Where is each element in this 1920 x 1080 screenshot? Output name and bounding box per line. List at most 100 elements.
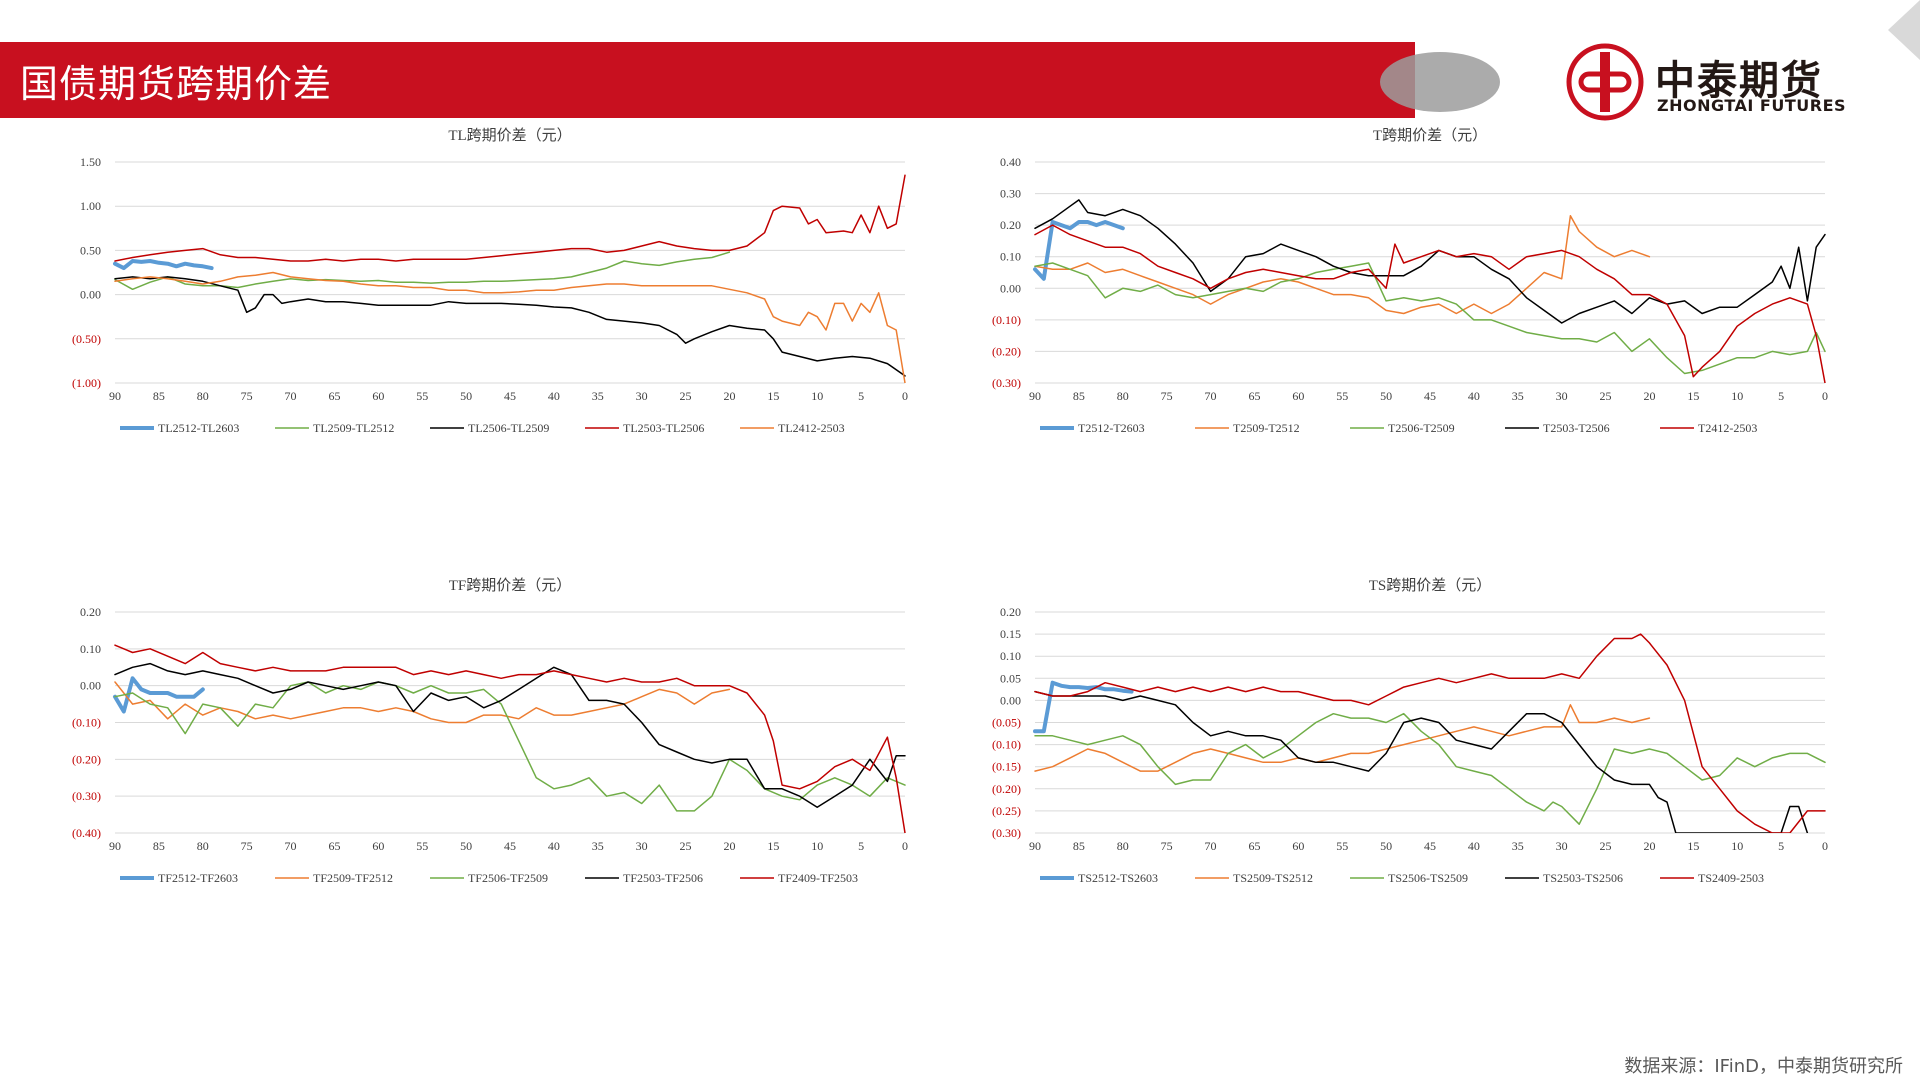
x-tick-label: 65: [328, 839, 340, 853]
x-tick-label: 90: [1029, 389, 1041, 403]
x-tick-label: 55: [416, 389, 428, 403]
series-line-TS2506-TS2509: [1034, 712, 1826, 825]
y-tick-label: (0.10): [992, 738, 1021, 752]
x-tick-label: 20: [1643, 839, 1655, 853]
series-line-TF2512-TF2603: [113, 676, 205, 714]
y-tick-label: (0.50): [72, 332, 101, 346]
series-line-TF2509-TF2512: [114, 681, 731, 724]
x-tick-label: 15: [1687, 839, 1699, 853]
legend-label: TS2512-TS2603: [1078, 871, 1158, 885]
x-tick-label: 55: [1336, 389, 1348, 403]
series-line-T2512-T2603: [1033, 220, 1125, 281]
banner-shadow: [1380, 52, 1500, 112]
y-tick-label: 0.50: [80, 243, 101, 257]
x-tick-label: 10: [811, 389, 823, 403]
x-tick-label: 50: [460, 839, 472, 853]
y-tick-label: (0.25): [992, 804, 1021, 818]
chart-tl: TL跨期价差（元） 1.50 1.00 0.50 0.00 (0.50) (1.00) 90 8…: [20, 127, 920, 560]
x-tick-label: 70: [1205, 839, 1217, 853]
x-tick-label: 0: [902, 839, 908, 853]
y-tick-label: (0.10): [992, 313, 1021, 327]
x-tick-label: 30: [636, 839, 648, 853]
series-line-T2509-T2512: [1034, 214, 1651, 315]
x-tick-label: 75: [1161, 389, 1173, 403]
x-tick-label: 70: [285, 839, 297, 853]
series-line-TF2503-TF2506: [114, 662, 906, 808]
y-tick-label: 0.10: [1000, 250, 1021, 264]
x-tick-label: 60: [1292, 389, 1304, 403]
x-tick-label: 45: [1424, 389, 1436, 403]
x-tick-label: 35: [1512, 389, 1524, 403]
series-line-TS2509-TS2512: [1034, 704, 1651, 772]
legend-label: TS2409-2503: [1698, 871, 1764, 885]
y-tick-label: (0.20): [992, 782, 1021, 796]
x-tick-label: 50: [1380, 839, 1392, 853]
x-tick-label: 10: [1731, 389, 1743, 403]
x-tick-label: 0: [902, 389, 908, 403]
data-source-note: 数据来源：IFinD，中泰期货研究所: [1624, 1056, 1903, 1077]
x-tick-label: 15: [1687, 389, 1699, 403]
series-line-T2503-T2506: [1034, 199, 1826, 324]
chart-title: TL跨期价差（元）: [448, 127, 571, 144]
title-banner: [0, 42, 1415, 118]
series-line-TF2506-TF2509: [114, 681, 906, 812]
chart-title: TS跨期价差（元）: [1369, 577, 1492, 594]
y-tick-label: (0.30): [992, 376, 1021, 390]
x-tick-label: 80: [197, 839, 209, 853]
series-line-TS2512-TS2603: [1033, 680, 1134, 734]
y-tick-label: (0.10): [72, 716, 101, 730]
series-line-TF2409-TF2503: [114, 644, 906, 833]
x-tick-label: 80: [1117, 389, 1129, 403]
y-tick-label: 0.05: [1000, 671, 1021, 685]
logo-text-en: ZHONGTAI FUTURES: [1657, 96, 1847, 115]
y-tick-label: 1.50: [80, 155, 101, 169]
y-tick-label: 0.40: [1000, 155, 1021, 169]
legend-label: TF2506-TF2509: [468, 871, 548, 885]
x-tick-label: 40: [548, 839, 560, 853]
x-tick-label: 45: [504, 389, 516, 403]
corner-arrow-icon: [1888, 0, 1920, 60]
x-tick-label: 10: [811, 839, 823, 853]
chart-ts: TS跨期价差（元） 0.20 0.15 0.10 0.05 0.00 (0.05) (0.10…: [940, 577, 1840, 1010]
x-tick-label: 30: [1556, 839, 1568, 853]
x-tick-label: 20: [723, 389, 735, 403]
x-tick-label: 85: [1073, 839, 1085, 853]
series-line-TL2512-TL2603: [113, 259, 214, 271]
legend-label: TL2503-TL2506: [623, 421, 704, 435]
series-line-TL2412-2503: [114, 271, 906, 383]
x-tick-label: 40: [1468, 389, 1480, 403]
x-tick-label: 70: [1205, 389, 1217, 403]
legend-label: T2412-2503: [1698, 421, 1757, 435]
legend-label: TS2503-TS2506: [1543, 871, 1623, 885]
x-tick-label: 30: [1556, 389, 1568, 403]
chart-tl-svg: TL跨期价差（元） 1.50 1.00 0.50 0.00 (0.50) (1.00) 90 8…: [72, 127, 908, 435]
y-tick-label: (0.20): [72, 752, 101, 766]
y-tick-label: (1.00): [72, 376, 101, 390]
x-tick-label: 90: [109, 839, 121, 853]
y-tick-label: 0.00: [80, 288, 101, 302]
x-tick-label: 5: [1778, 839, 1784, 853]
y-tick-label: 0.20: [80, 605, 101, 619]
y-tick-label: 0.00: [1000, 281, 1021, 295]
x-tick-label: 0: [1822, 389, 1828, 403]
legend-label: TL2506-TL2509: [468, 421, 549, 435]
chart-ts-svg: TS跨期价差（元） 0.20 0.15 0.10 0.05 0.00 (0.05) (0.10…: [992, 577, 1828, 885]
page-title: 国债期货跨期价差: [20, 62, 333, 106]
chart-t-svg: T跨期价差（元） 0.40 0.30 0.20 0.10 0.00 (0.10) (0.20)…: [992, 127, 1828, 435]
chart-t: T跨期价差（元） 0.40 0.30 0.20 0.10 0.00 (0.10) (0.20)…: [940, 127, 1840, 560]
x-tick-label: 10: [1731, 839, 1743, 853]
x-tick-label: 80: [197, 389, 209, 403]
x-tick-label: 25: [680, 839, 692, 853]
y-tick-label: (0.15): [992, 760, 1021, 774]
x-tick-label: 20: [723, 839, 735, 853]
x-tick-label: 90: [1029, 839, 1041, 853]
zhongtai-logo-icon: [1566, 43, 1644, 121]
x-tick-label: 25: [1600, 839, 1612, 853]
x-tick-label: 15: [767, 389, 779, 403]
y-tick-label: 0.10: [80, 642, 101, 656]
chart-tf: TF跨期价差（元） 0.20 0.10 0.00 (0.10) (0.20) (0.30) (…: [20, 577, 920, 1010]
x-tick-label: 25: [680, 389, 692, 403]
legend-label: TF2512-TF2603: [158, 871, 238, 885]
series-line-T2412-2503: [1034, 224, 1826, 383]
y-tick-label: 0.20: [1000, 218, 1021, 232]
